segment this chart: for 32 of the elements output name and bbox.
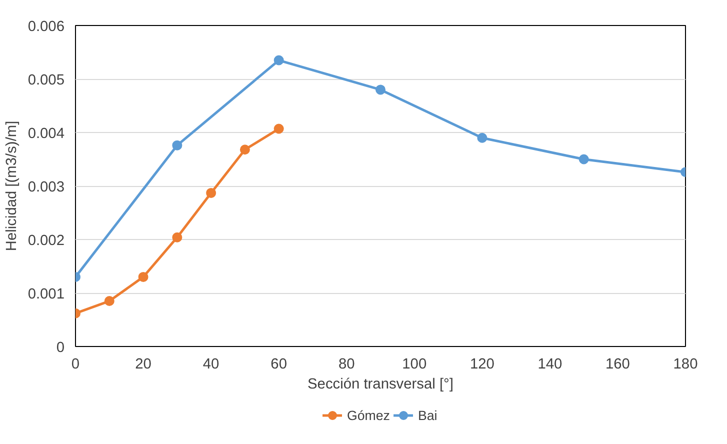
y-tick-label: 0.003 [28,180,65,196]
point [578,154,589,164]
x-tick-label: 120 [470,356,494,372]
x-tick-label: 180 [673,356,698,372]
y-tick-label: 0 [56,340,65,356]
x-tick-label: 60 [270,356,287,372]
point [206,188,216,198]
y-tick-label: 0.005 [28,72,65,88]
x-tick-label: 20 [135,356,152,372]
x-tick-label: 0 [71,356,80,372]
legend-label: Bai [418,408,438,422]
x-tick-label: 140 [538,356,562,372]
x-tick-label: 80 [338,356,355,372]
point [104,296,114,306]
y-tick-label: 0.001 [28,286,65,302]
legend-label: Gómez [347,408,390,422]
point [240,144,250,155]
point [138,272,148,282]
point [172,232,182,242]
point [274,124,284,134]
y-axis-title: Helicidad [(m3/s)/m] [4,120,20,252]
x-tick-label: 40 [202,356,220,372]
y-tick-label: 0.004 [28,126,65,142]
x-tick-label: 100 [402,356,427,372]
point [376,84,386,95]
x-tick-label: 160 [605,356,630,372]
y-tick-label: 0.006 [28,19,65,35]
x-axis-title: Sección transversal [°] [308,376,454,392]
y-tick-label: 0.002 [28,233,65,249]
point [274,55,284,66]
point [172,140,182,150]
point [477,132,488,143]
